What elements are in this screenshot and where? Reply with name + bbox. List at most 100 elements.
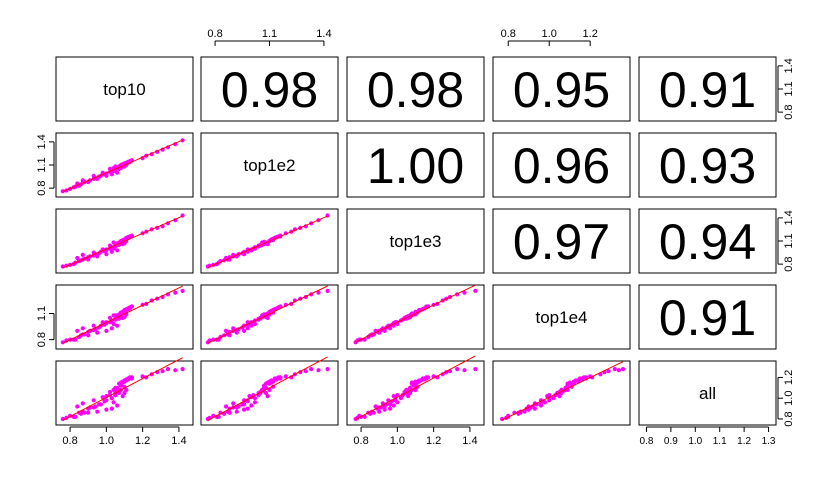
scatter-point-4-1-62: [316, 368, 321, 373]
scatter-point-4-0-61: [165, 367, 171, 372]
panel-frame-4-0: [55, 360, 194, 426]
scatter-point-3-1-62: [316, 290, 321, 295]
scatter-point-2-0-22: [86, 257, 91, 262]
scatter-point-4-1-65: [231, 401, 236, 406]
panel-frame-3-2: [346, 284, 485, 350]
scatter-point-4-3-18: [551, 396, 556, 401]
scatter-point-3-0-25: [91, 323, 96, 328]
panel-frame-4-4: [638, 360, 777, 426]
panel-frame-2-0: [55, 208, 194, 274]
scatter-point-4-3-29: [538, 403, 544, 408]
panel-frame-1-2: [346, 132, 485, 198]
scatter-point-3-1-30: [252, 321, 258, 327]
top-axis-tick-label-3-1: 1.0: [542, 28, 557, 40]
correlation-value-2-3: 0.97: [513, 214, 610, 270]
scatter-point-3-1-24: [242, 328, 247, 333]
scatter-point-4-1-29: [249, 403, 254, 408]
scatter-point-4-0-52: [115, 385, 120, 390]
scatter-point-4-2-31: [388, 406, 393, 411]
panel-frame-0-2: [346, 56, 485, 122]
right-axis-tick-label-2-1: 1.1: [783, 233, 795, 248]
scatter-point-3-0-4: [73, 337, 78, 342]
left-axis-tick-label-1-0: 0.8: [36, 180, 48, 195]
scatter-point-1-0-27: [107, 166, 113, 171]
right-axis-tick-label-4-2: 1.2: [783, 370, 795, 385]
scatter-point-2-0-49: [129, 233, 134, 238]
scatter-point-1-0-31: [109, 172, 114, 177]
right-axis-tick-label-4-0: 0.8: [783, 411, 795, 426]
panel-frame-4-3: [492, 360, 631, 426]
scatter-point-4-1-12: [236, 404, 241, 409]
right-axis-tick-label-2-2: 1.4: [783, 210, 795, 225]
right-axis-tick-label-2-0: 0.8: [783, 256, 795, 271]
correlation-value-0-3: 0.95: [513, 62, 610, 118]
scatter-point-4-0-25: [91, 398, 96, 403]
correlation-value-1-2: 1.00: [367, 138, 464, 194]
scatter-point-4-0-22: [86, 410, 91, 415]
scatter-point-4-0-26: [100, 395, 105, 400]
scatter-point-4-1-63: [325, 367, 330, 372]
scatter-point-3-0-30: [111, 321, 116, 327]
scatter-point-4-0-63: [180, 367, 185, 372]
scatter-point-3-1-65: [231, 326, 236, 331]
scatter-point-1-0-65: [80, 178, 85, 183]
correlation-value-0-1: 0.98: [221, 62, 318, 118]
bottom-axis-tick-label-0-2: 1.2: [135, 435, 150, 447]
scatter-point-4-0-14: [98, 402, 103, 407]
scatter-point-4-0-4: [73, 414, 78, 419]
scatter-point-3-1-31: [245, 326, 250, 331]
variable-label-top1e3: top1e3: [390, 232, 442, 251]
scatter-point-4-2-49: [426, 375, 431, 380]
bottom-axis-tick-label-2-0: 0.8: [353, 435, 368, 447]
panel-frame-2-3: [492, 208, 631, 274]
scatter-point-2-0-0: [60, 264, 65, 269]
scatter-point-4-0-27: [107, 389, 113, 395]
top-axis-tick-label-1-0: 0.8: [207, 28, 222, 40]
scatter-point-4-1-50: [265, 394, 270, 399]
scatter-point-4-3-23: [522, 409, 527, 414]
scatter-point-4-2-36: [409, 380, 414, 385]
scatter-point-1-0-29: [115, 170, 120, 175]
scatter-point-4-1-54: [262, 383, 267, 388]
scatter-point-4-2-23: [377, 409, 382, 414]
fit-line-3-2: [355, 284, 476, 343]
scatter-point-3-0-27: [107, 315, 113, 320]
correlation-value-0-4: 0.91: [659, 62, 756, 118]
scatter-point-4-0-8: [82, 410, 87, 415]
scatter-point-2-0-24: [104, 252, 109, 257]
variable-label-top1e4: top1e4: [536, 308, 588, 327]
scatter-point-4-0-12: [93, 404, 98, 409]
bottom-axis-tick-label-2-2: 1.2: [426, 435, 441, 447]
scatter-point-4-2-18: [398, 396, 404, 401]
top-axis-tick-label-3-2: 1.2: [583, 28, 598, 40]
fit-line-3-1: [207, 285, 328, 344]
scatter-point-3-1-63: [325, 288, 330, 293]
scatter-point-4-3-30: [543, 400, 548, 405]
scatter-point-1-0-23: [95, 176, 100, 181]
correlation-value-2-4: 0.94: [659, 214, 756, 270]
scatter-point-4-3-24: [526, 407, 531, 412]
top-axis-tick-label-3-0: 0.8: [501, 28, 516, 40]
variable-label-all: all: [699, 384, 716, 403]
scatter-point-4-2-62: [462, 368, 467, 373]
scatter-point-4-1-23: [234, 409, 239, 414]
panel-frame-0-4: [638, 56, 777, 122]
scatter-point-4-0-16: [104, 398, 109, 403]
panel-frame-2-1: [200, 208, 339, 274]
scatter-point-3-0-63: [180, 288, 185, 293]
panel-frame-1-4: [638, 132, 777, 198]
bottom-axis-tick-label-0-3: 1.4: [171, 435, 186, 447]
scatter-point-4-0-53: [124, 387, 129, 392]
fit-line-4-1: [207, 356, 328, 421]
scatter-point-4-0-62: [173, 368, 178, 373]
scatter-point-4-1-4: [216, 414, 221, 419]
panel-frame-1-3: [492, 132, 631, 198]
bottom-axis-tick-label-4-0: 0.8: [639, 436, 653, 447]
correlation-value-1-4: 0.93: [659, 138, 756, 194]
scatter-point-3-1-64: [223, 328, 229, 333]
scatter-point-4-1-51: [263, 390, 268, 396]
fit-line-3-0: [62, 285, 183, 344]
panel-frame-2-2: [346, 208, 485, 274]
scatter-point-2-0-23: [95, 254, 100, 259]
scatter-point-4-0-50: [120, 394, 125, 399]
